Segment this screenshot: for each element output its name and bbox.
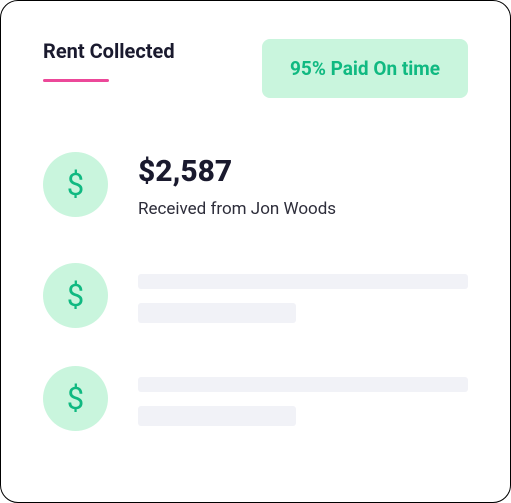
payment-entry: $ $2,587 Received from Jon Woods bbox=[43, 152, 468, 219]
payment-subtitle: Received from Jon Woods bbox=[138, 199, 468, 219]
skeleton-lines bbox=[138, 268, 468, 323]
skeleton-line bbox=[138, 274, 468, 289]
dollar-icon: $ bbox=[67, 380, 84, 417]
dollar-icon-circle: $ bbox=[43, 263, 108, 328]
dollar-icon-circle: $ bbox=[43, 152, 108, 217]
card-title: Rent Collected bbox=[43, 39, 175, 63]
dollar-icon: $ bbox=[67, 277, 84, 314]
paid-ontime-badge: 95% Paid On time bbox=[262, 39, 468, 98]
skeleton-line bbox=[138, 303, 296, 323]
payment-amount: $2,587 bbox=[138, 154, 468, 189]
dollar-icon-circle: $ bbox=[43, 366, 108, 431]
card-header: Rent Collected 95% Paid On time bbox=[43, 39, 468, 98]
skeleton-entry: $ bbox=[43, 366, 468, 431]
skeleton-line bbox=[138, 377, 468, 392]
payment-entry-content: $2,587 Received from Jon Woods bbox=[138, 152, 468, 219]
skeleton-entry: $ bbox=[43, 263, 468, 328]
dollar-icon: $ bbox=[67, 166, 84, 203]
skeleton-line bbox=[138, 406, 296, 426]
title-block: Rent Collected bbox=[43, 39, 175, 82]
title-underline bbox=[43, 79, 109, 82]
rent-collected-card: Rent Collected 95% Paid On time $ $2,587… bbox=[0, 0, 511, 503]
skeleton-lines bbox=[138, 371, 468, 426]
